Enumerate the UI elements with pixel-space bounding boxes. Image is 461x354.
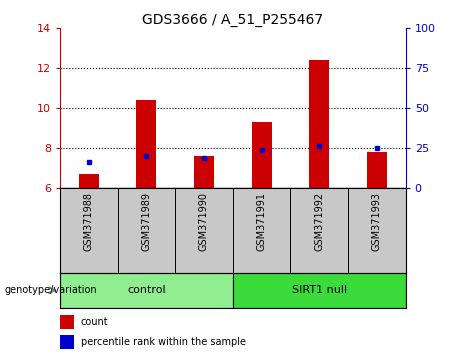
Text: GSM371992: GSM371992 <box>314 192 324 251</box>
Bar <box>136 100 156 188</box>
Text: GSM371990: GSM371990 <box>199 192 209 251</box>
Bar <box>194 156 214 188</box>
Bar <box>233 273 406 308</box>
Bar <box>60 335 74 348</box>
Text: GSM371991: GSM371991 <box>257 192 266 251</box>
Title: GDS3666 / A_51_P255467: GDS3666 / A_51_P255467 <box>142 13 323 27</box>
Text: control: control <box>127 285 165 295</box>
Text: SIRT1 null: SIRT1 null <box>292 285 347 295</box>
Text: percentile rank within the sample: percentile rank within the sample <box>81 337 246 347</box>
Bar <box>60 273 233 308</box>
Text: genotype/variation: genotype/variation <box>5 285 97 295</box>
Text: count: count <box>81 318 108 327</box>
Bar <box>252 122 272 188</box>
Bar <box>79 174 99 188</box>
Text: GSM371993: GSM371993 <box>372 192 382 251</box>
Bar <box>367 152 387 188</box>
Text: GSM371988: GSM371988 <box>84 192 94 251</box>
Text: GSM371989: GSM371989 <box>142 192 151 251</box>
Bar <box>309 60 329 188</box>
Bar <box>60 315 74 329</box>
